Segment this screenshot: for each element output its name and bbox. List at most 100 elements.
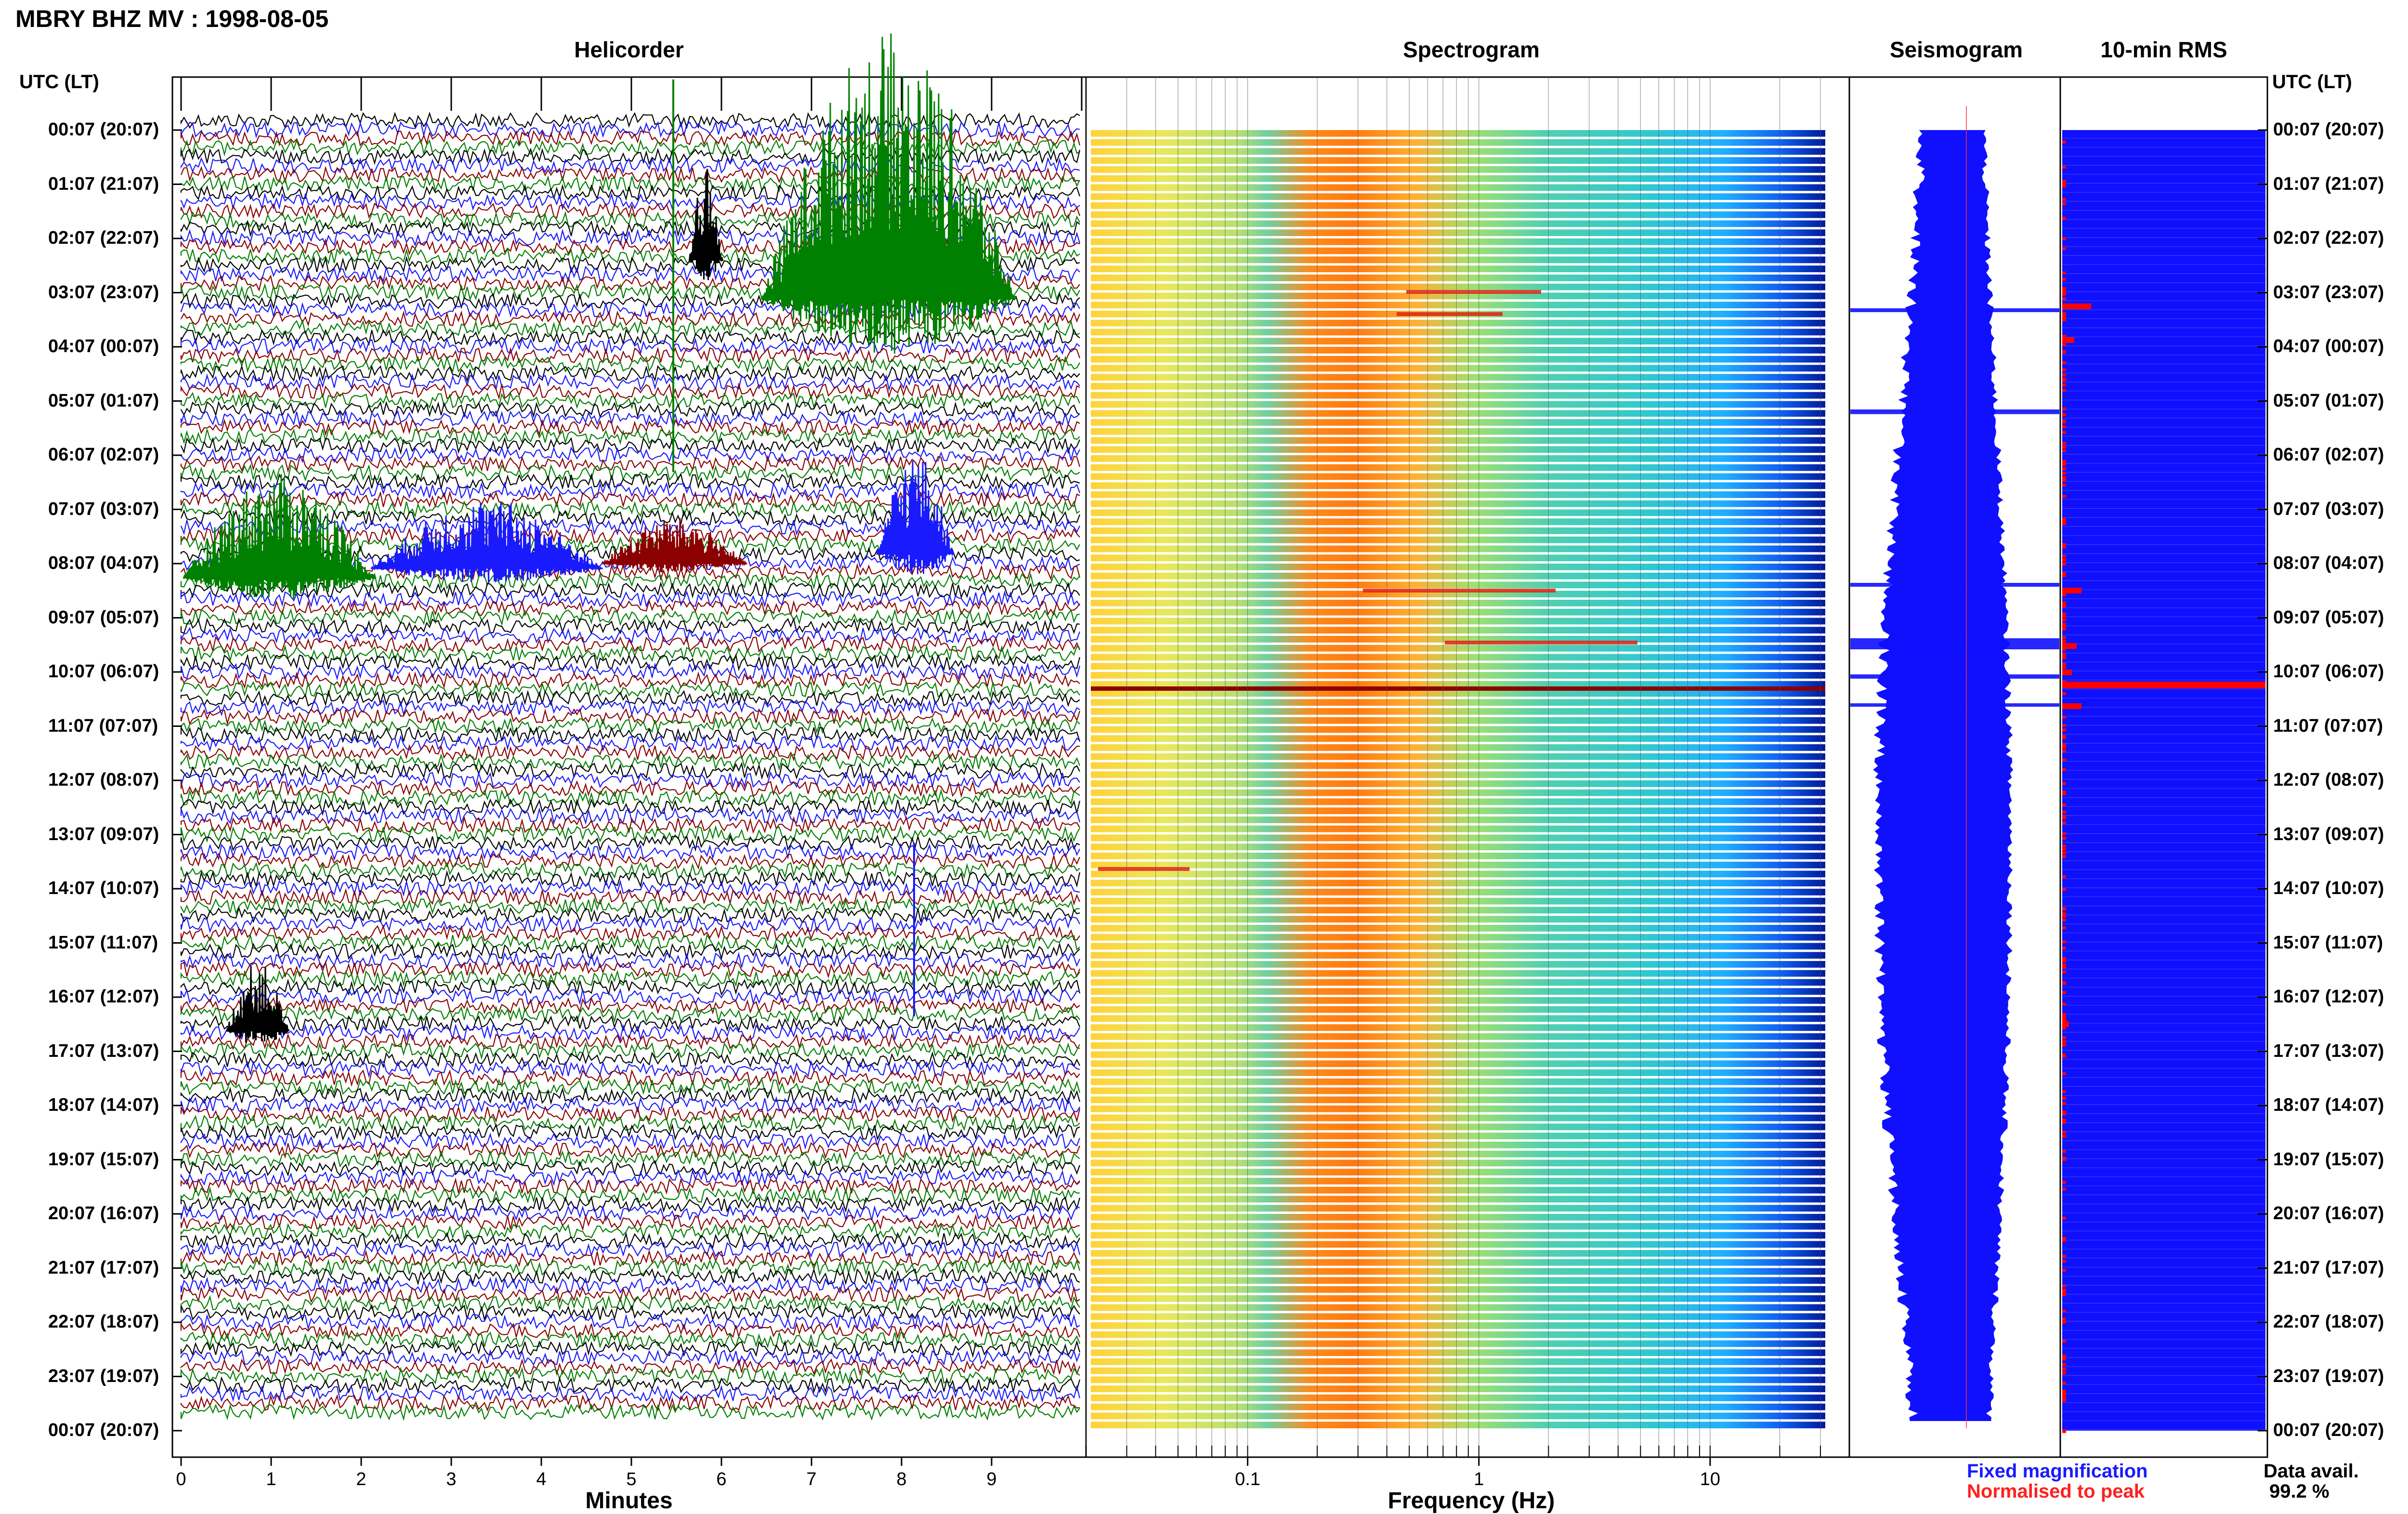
rms-normalised-marker [2062, 782, 2066, 785]
spectrogram-row [1091, 608, 1825, 616]
spectrogram-streak [1363, 589, 1556, 592]
spectrogram-row [1091, 247, 1825, 254]
right-axis-header: UTC (LT) [2272, 71, 2352, 92]
rms-normalised-marker [2062, 1102, 2066, 1105]
spectrogram-streak [1445, 641, 1637, 645]
spectrogram-row [1091, 681, 1825, 688]
spectrogram-row [1091, 1422, 1825, 1429]
rms-normalised-marker [2062, 180, 2066, 183]
spectrogram-streak [1406, 290, 1541, 294]
seismogram-spike [1850, 703, 2059, 707]
rms-normalised-marker [2062, 373, 2066, 377]
spectrogram-row [1091, 1259, 1825, 1266]
spectrogram-row [1091, 979, 1825, 986]
spectrogram-row [1091, 897, 1825, 905]
spectrogram-row [1091, 618, 1825, 625]
helicorder-trace [180, 346, 1081, 364]
spectrogram-row [1091, 1223, 1825, 1230]
time-label-left: 12:07 (08:07) [48, 770, 159, 790]
seismogram-title: Seismogram [1889, 37, 2023, 62]
spectrogram-row [1091, 645, 1825, 652]
spectrogram-row [1091, 536, 1825, 543]
rms-normalised-marker [2062, 1317, 2066, 1321]
rms-normalised-marker [2062, 445, 2066, 448]
rms-normalised-marker [2062, 1110, 2066, 1114]
rms-normalised-marker [2062, 1363, 2066, 1366]
rms-normalised-marker [2062, 692, 2066, 695]
rms-normalised-marker [2062, 1429, 2066, 1432]
rms-normalised-marker [2062, 1090, 2066, 1093]
figure-title: MBRY BHZ MV : 1998-08-05 [15, 5, 329, 32]
helicorder-trace [180, 798, 1081, 816]
rms-normalised-marker [2062, 1340, 2066, 1343]
spectrogram-row [1091, 708, 1825, 715]
seismogram-spike [1850, 308, 2059, 312]
spectrogram-row [1091, 1385, 1825, 1393]
spectrogram-row [1091, 265, 1825, 273]
spectrogram-x-tick-label: 10 [1700, 1469, 1720, 1489]
spectrogram-row [1091, 1313, 1825, 1320]
spectrogram-row [1091, 193, 1825, 200]
time-label-right: 17:07 (13:07) [2273, 1040, 2384, 1061]
rms-normalised-marker [2062, 197, 2066, 201]
spectrogram-gap-line [1091, 686, 1825, 691]
helicorder-trace [180, 617, 1080, 635]
helicorder-trace [180, 409, 1080, 428]
rms-normalised-marker [2062, 750, 2066, 753]
helicorder-trace [180, 978, 1081, 997]
time-label-left: 01:07 (21:07) [48, 173, 159, 194]
rms-normalised-marker [2062, 758, 2066, 762]
helicorder-trace [180, 852, 1081, 870]
helicorder-trace [180, 599, 1080, 617]
rms-normalised-marker [2062, 792, 2066, 795]
rms-normalised-marker [2062, 810, 2066, 814]
spectrogram-row [1091, 392, 1825, 399]
time-label-right: 00:07 (20:07) [2273, 1420, 2384, 1440]
helicorder-trace [180, 1113, 1080, 1132]
helicorder-trace [180, 924, 1080, 942]
rms-normalised-marker [2062, 844, 2066, 848]
rms-normalised-marker [2062, 623, 2066, 627]
helicorder-event [183, 474, 377, 599]
rms-normalised-marker [2062, 1284, 2066, 1288]
helicorder-x-tick-label: 1 [266, 1469, 276, 1489]
rms-normalised-marker [2062, 888, 2066, 891]
rms-normalised-marker [2062, 619, 2066, 621]
rms-normalised-marker [2062, 832, 2066, 835]
spectrogram-row [1091, 419, 1825, 426]
helicorder-trace [180, 1196, 1081, 1213]
rms-normalised-marker [2062, 484, 2066, 487]
helicorder-trace [180, 753, 1081, 771]
rms-normalised-marker [2062, 292, 2066, 296]
time-label-left: 20:07 (16:07) [48, 1203, 159, 1224]
helicorder-trace [180, 608, 1080, 626]
spectrogram-row [1091, 627, 1825, 634]
time-label-right: 06:07 (02:07) [2273, 445, 2384, 465]
spectrogram-row [1091, 292, 1825, 300]
rms-normalised-marker [2062, 648, 2066, 651]
rms-normalised-marker [2062, 383, 2066, 387]
helicorder-trace [180, 1376, 1081, 1394]
spectrogram-row [1091, 1132, 1825, 1140]
spectrogram-row [1091, 916, 1825, 923]
rms-normalised-marker [2062, 289, 2066, 292]
helicorder-trace [180, 454, 1081, 473]
rms-normalised-marker [2062, 463, 2066, 466]
left-axis-header: UTC (LT) [19, 71, 99, 92]
rms-normalised-marker [2062, 981, 2066, 984]
helicorder-trace [180, 418, 1080, 436]
time-label-left: 17:07 (13:07) [48, 1040, 159, 1061]
spectrogram-row [1091, 889, 1825, 895]
helicorder-trace [180, 1132, 1081, 1150]
helicorder-trace [180, 960, 1081, 979]
spectrogram-row [1091, 355, 1825, 363]
spectrogram-row [1091, 663, 1825, 670]
rms-title: 10-min RMS [2100, 37, 2227, 62]
time-label-left: 16:07 (12:07) [48, 987, 159, 1007]
helicorder-trace [180, 725, 1081, 744]
helicorder-trace [180, 1123, 1080, 1141]
rms-normalised-marker [2062, 407, 2066, 410]
helicorder-trace [180, 1349, 1081, 1367]
spectrogram-row [1091, 564, 1825, 570]
rms-normalised-marker [2062, 790, 2066, 794]
